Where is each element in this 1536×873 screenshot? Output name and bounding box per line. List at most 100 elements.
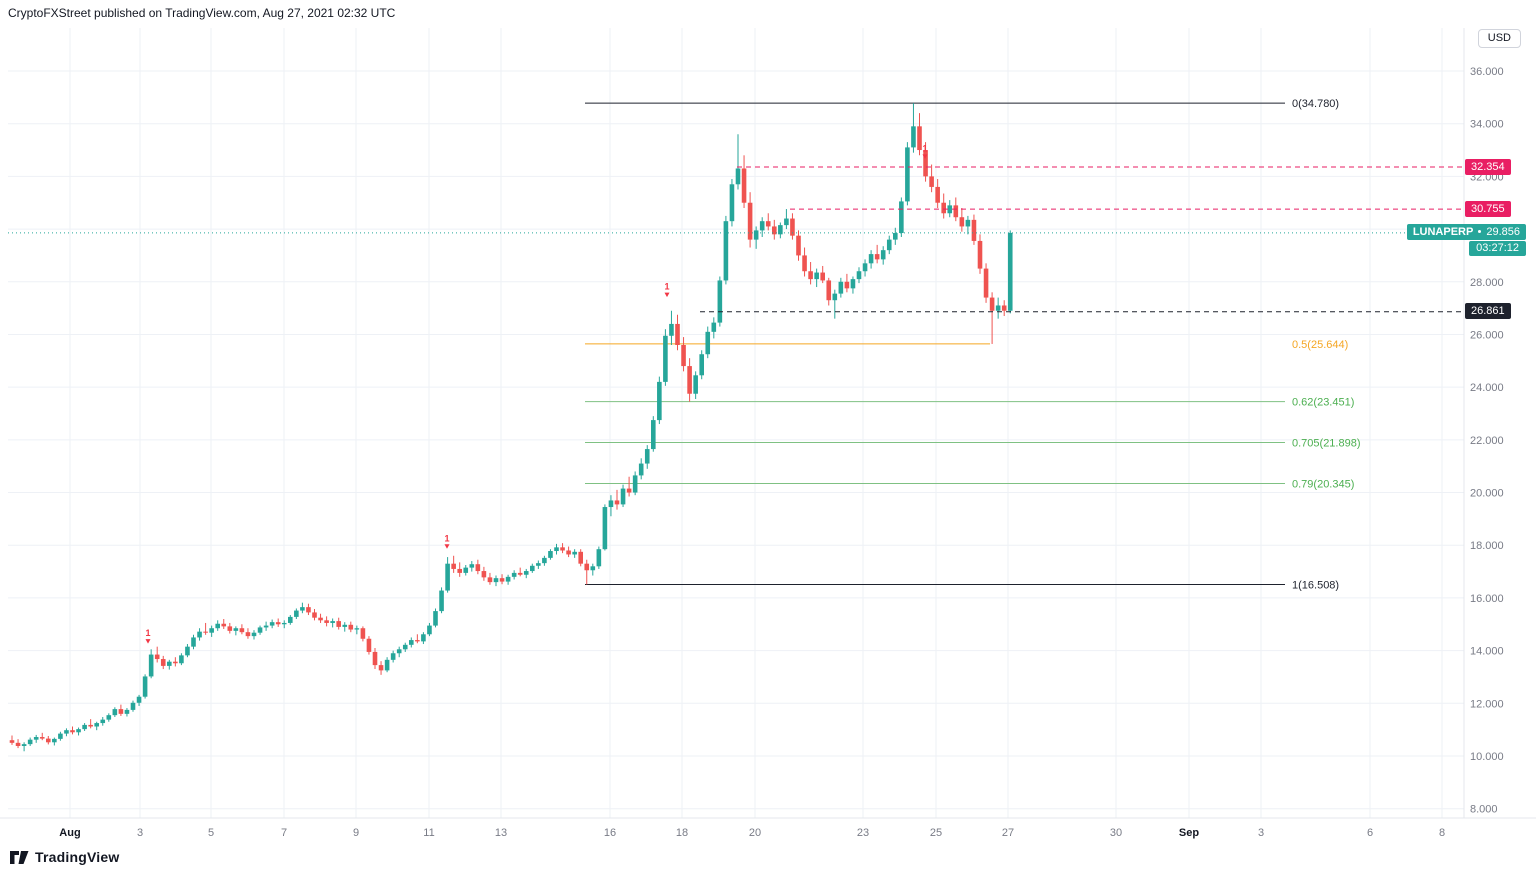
candle-body [717, 280, 723, 323]
time-tick-label: 18 [676, 827, 688, 839]
fibonacci-retracement[interactable]: 0(34.780) 0.5(25.644) 0.62(23.451) 0.705(21… [585, 98, 1361, 592]
candle-body [318, 617, 323, 621]
candle-body [233, 628, 239, 631]
price-tick-label: 16.000 [1470, 593, 1504, 605]
candle-body [402, 644, 408, 650]
fib-level-label: 0.79(20.345) [1292, 478, 1354, 490]
candle-body [681, 345, 686, 367]
price-axis[interactable] [1464, 28, 1536, 818]
candle-body [572, 551, 577, 555]
candle-body [130, 702, 136, 710]
symbol-name: LUNAPERP [1412, 225, 1474, 238]
candle-body [9, 740, 15, 743]
candle-body [27, 739, 33, 745]
candle-body [505, 576, 511, 582]
price-lines[interactable] [8, 166, 1464, 313]
candle-body [118, 709, 124, 714]
candle-body [856, 271, 862, 280]
candle-body [765, 221, 771, 227]
marker-arrow-icon [444, 544, 450, 549]
drawing-anchor-marker: 1 [922, 143, 927, 153]
candle-body [596, 549, 602, 567]
candle-body [747, 202, 753, 240]
price-line-tag[interactable]: 30.755 [1465, 200, 1511, 217]
candle-body [759, 221, 765, 231]
candle-body [644, 449, 650, 464]
separator-dot-icon [1478, 230, 1482, 234]
candle-body [917, 126, 922, 151]
candle-body [451, 563, 456, 569]
price-line-tag[interactable]: 32.354 [1465, 158, 1511, 175]
candle-body [699, 354, 704, 376]
candle-body [705, 331, 711, 355]
candle-body [838, 281, 844, 294]
candle-body [421, 634, 426, 642]
fib-level-label: 0.705(21.898) [1292, 438, 1361, 450]
candle-body [723, 221, 729, 281]
candle-body [796, 235, 801, 256]
candle-body [620, 488, 626, 505]
candle-body [868, 254, 874, 264]
candle-body [64, 730, 69, 734]
candlestick-series [9, 103, 1013, 752]
candle-body [33, 737, 39, 740]
candle-body [772, 226, 777, 235]
tradingview-logo-link[interactable]: TradingView [10, 849, 119, 865]
time-tick-label: 3 [1258, 827, 1264, 839]
candle-body [911, 126, 916, 148]
time-tick-label: 16 [604, 827, 616, 839]
candle-body [46, 738, 51, 743]
candle-body [886, 239, 892, 251]
candle-body [106, 715, 112, 720]
candle-body [729, 184, 735, 222]
time-tick-label: 7 [281, 827, 287, 839]
candle-body [167, 661, 172, 666]
candle-body [445, 563, 450, 591]
candle-body [269, 622, 275, 626]
candle-body [185, 646, 190, 656]
candle-body [802, 255, 807, 272]
candle-body [790, 218, 795, 236]
candle-body [457, 568, 462, 573]
candle-body [148, 654, 154, 677]
fib-level-label: 0.62(23.451) [1292, 397, 1354, 409]
candle-body [112, 709, 118, 716]
time-axis[interactable] [0, 818, 1536, 845]
candle-body [493, 578, 499, 583]
candle-body [475, 564, 481, 572]
candle-body [221, 623, 227, 627]
candle-body [971, 219, 977, 241]
candle-body [657, 381, 662, 421]
price-tick-label: 12.000 [1470, 698, 1504, 710]
price-line-tag[interactable]: 26.861 [1465, 303, 1511, 320]
candle-body [965, 219, 971, 227]
current-price-label[interactable]: LUNAPERP 29.856 03:27:12 [1406, 223, 1526, 256]
candle-body [953, 205, 959, 218]
currency-toggle-button[interactable]: USD [1477, 29, 1521, 48]
candle-body [203, 631, 208, 633]
candle-body [844, 281, 850, 289]
candle-body [977, 240, 983, 269]
candle-body [753, 230, 759, 240]
candle-body [517, 572, 523, 575]
candle-body [693, 375, 698, 394]
candle-body [281, 622, 287, 625]
candle-body [415, 640, 420, 642]
candle-body [499, 578, 505, 582]
candle-body [142, 676, 148, 697]
candle-body [874, 254, 880, 260]
candle-body [300, 607, 305, 611]
candle-body [602, 507, 608, 550]
candle-body [396, 649, 402, 654]
candle-body [306, 607, 311, 613]
candle-body [239, 628, 245, 633]
candle-body [614, 500, 620, 505]
candle-body [663, 335, 668, 382]
candle-body [173, 661, 178, 664]
time-tick-label: Sep [1179, 827, 1199, 839]
publication-credit: CryptoFXStreet published on TradingView.… [8, 6, 396, 20]
candle-body [372, 651, 378, 666]
candle-body [675, 323, 680, 346]
marker-arrow-icon [664, 292, 670, 298]
